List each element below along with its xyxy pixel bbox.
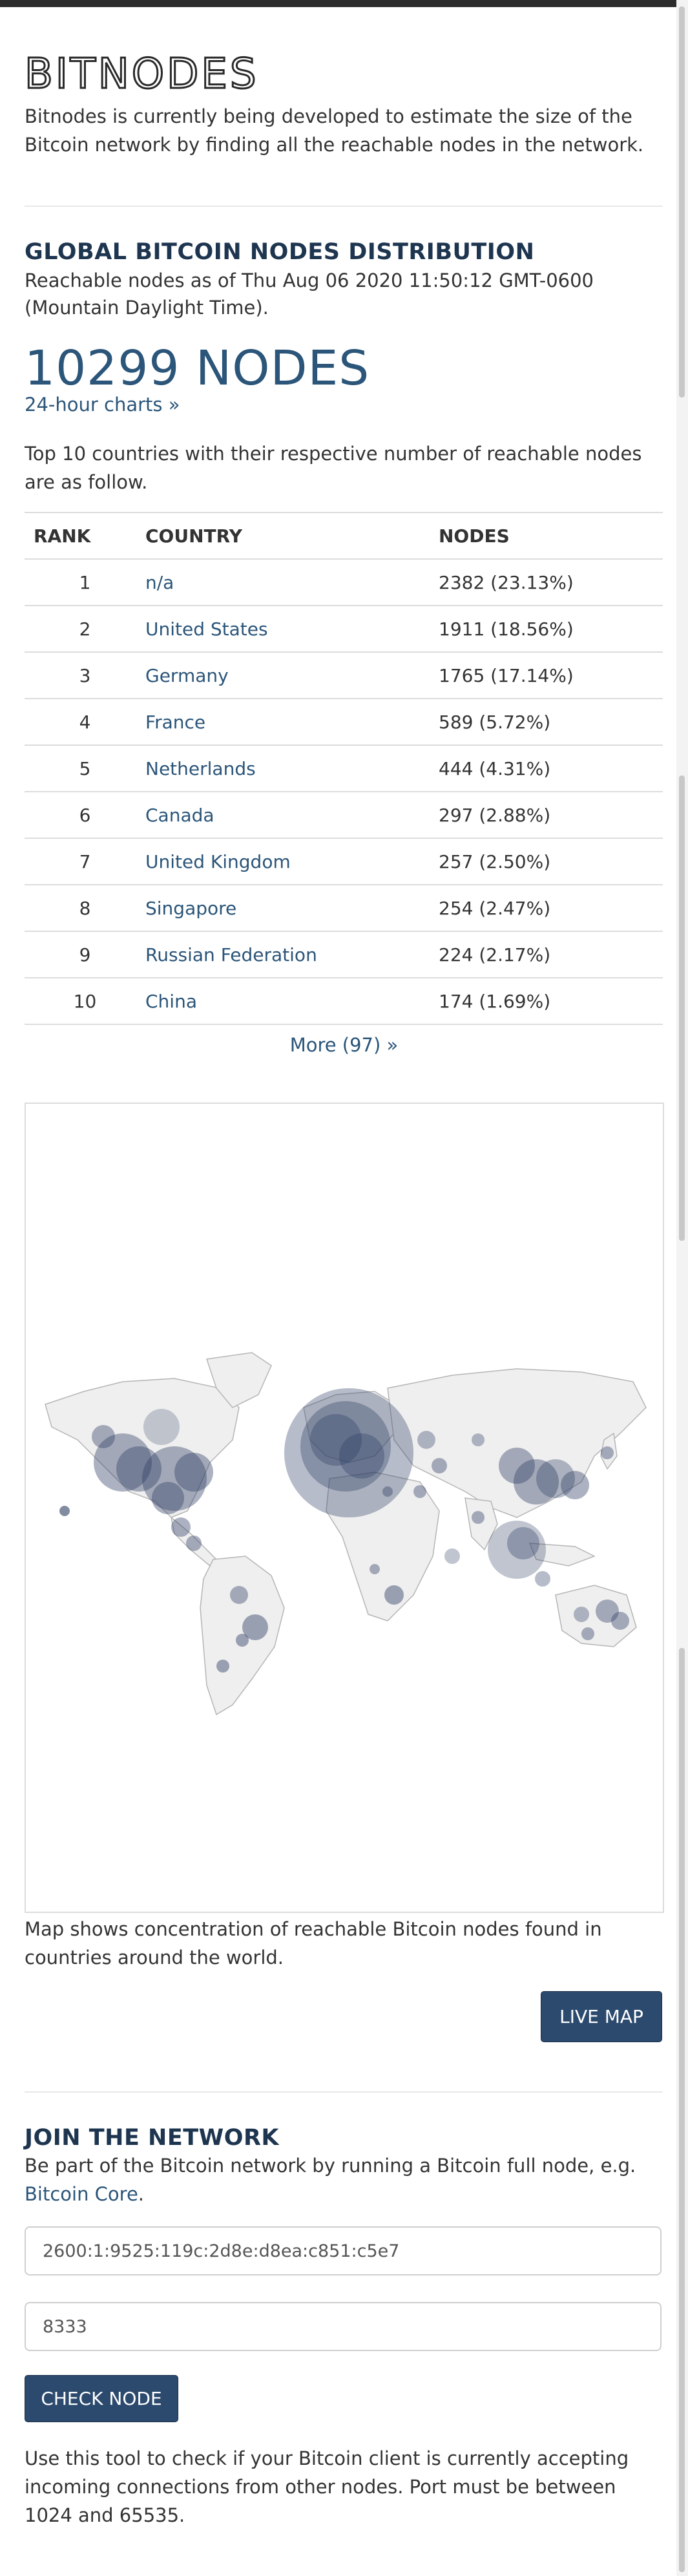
nodes-cell: 1911 (18.56%) <box>439 606 663 653</box>
nodes-cell: 444 (4.31%) <box>439 745 663 792</box>
country-link[interactable]: Russian Federation <box>145 944 317 966</box>
table-row: 3 Germany 1765 (17.14%) <box>25 652 663 699</box>
rank-cell: 1 <box>25 559 145 606</box>
country-link[interactable]: Germany <box>145 664 229 686</box>
table-row: 8 Singapore 254 (2.47%) <box>25 885 663 932</box>
node-port-input[interactable]: 8333 <box>25 2302 662 2351</box>
scrollbar-thumb-middle[interactable] <box>679 776 685 1241</box>
column-header-country: COUNTRY <box>145 512 439 560</box>
scrollbar-thumb-lower[interactable] <box>679 1648 685 2572</box>
nodes-cell: 257 (2.50%) <box>439 838 663 885</box>
map-caption: Map shows concentration of reachable Bit… <box>25 1918 602 1969</box>
more-countries-link[interactable]: More (97) » <box>289 1034 399 1056</box>
reachable-as-of-text: Reachable nodes as of Thu Aug 06 2020 11… <box>25 269 594 319</box>
divider <box>25 206 663 207</box>
nodes-cell: 589 (5.72%) <box>439 699 663 746</box>
country-link[interactable]: Singapore <box>145 897 237 919</box>
join-network-heading: JOIN THE NETWORK <box>25 2125 280 2151</box>
divider <box>25 2091 663 2093</box>
table-row: 5 Netherlands 444 (4.31%) <box>25 745 663 792</box>
column-header-rank: RANK <box>25 512 145 560</box>
rank-cell: 5 <box>25 745 145 792</box>
country-link[interactable]: France <box>145 711 206 733</box>
table-row: 9 Russian Federation 224 (2.17%) <box>25 931 663 978</box>
charts-link[interactable]: 24-hour charts » <box>25 394 180 416</box>
nodes-world-map[interactable] <box>25 1103 664 1913</box>
check-node-button[interactable]: CHECK NODE <box>25 2375 178 2422</box>
intro-text: Bitnodes is currently being developed to… <box>25 105 644 156</box>
table-header-row: RANK COUNTRY NODES <box>25 512 663 560</box>
country-link[interactable]: n/a <box>145 571 174 593</box>
rank-cell: 10 <box>25 978 145 1025</box>
table-row: 2 United States 1911 (18.56%) <box>25 606 663 653</box>
node-bubbles <box>59 1388 629 1673</box>
nodes-cell: 297 (2.88%) <box>439 792 663 839</box>
distribution-heading: GLOBAL BITCOIN NODES DISTRIBUTION <box>25 239 535 265</box>
join-network-suffix: . <box>138 2183 145 2205</box>
live-map-button[interactable]: LIVE MAP <box>541 1991 662 2042</box>
nodes-cell: 1765 (17.14%) <box>439 652 663 699</box>
column-header-nodes: NODES <box>439 512 663 560</box>
table-row: 10 China 174 (1.69%) <box>25 978 663 1025</box>
top10-text: Top 10 countries with their respective n… <box>25 443 642 493</box>
rank-cell: 7 <box>25 838 145 885</box>
table-row: 1 n/a 2382 (23.13%) <box>25 559 663 606</box>
world-landmass <box>45 1352 647 1716</box>
country-link[interactable]: China <box>145 990 197 1012</box>
check-node-description: Use this tool to check if your Bitcoin c… <box>25 2447 629 2526</box>
total-nodes-count: 10299 NODES <box>25 341 370 396</box>
logo-wordmark: BITNODES <box>25 53 258 96</box>
nodes-table: RANK COUNTRY NODES 1 n/a 2382 (23.13%) 2… <box>25 512 663 1025</box>
rank-cell: 4 <box>25 699 145 746</box>
page-scrollbar[interactable] <box>676 0 688 2576</box>
bitcoin-core-link[interactable]: Bitcoin Core <box>25 2183 138 2205</box>
country-link[interactable]: United Kingdom <box>145 850 291 872</box>
country-link[interactable]: Netherlands <box>145 757 256 779</box>
rank-cell: 6 <box>25 792 145 839</box>
top-bar <box>0 0 688 7</box>
table-row: 7 United Kingdom 257 (2.50%) <box>25 838 663 885</box>
country-link[interactable]: United States <box>145 618 268 640</box>
table-row: 4 France 589 (5.72%) <box>25 699 663 746</box>
bitnodes-logo[interactable]: BITNODES <box>24 50 348 100</box>
rank-cell: 3 <box>25 652 145 699</box>
nodes-cell: 174 (1.69%) <box>439 978 663 1025</box>
join-network-description: Be part of the Bitcoin network by runnin… <box>25 2155 636 2177</box>
nodes-cell: 2382 (23.13%) <box>439 559 663 606</box>
scrollbar-thumb-upper[interactable] <box>679 6 685 397</box>
nodes-cell: 254 (2.47%) <box>439 885 663 932</box>
join-network-text: Be part of the Bitcoin network by runnin… <box>25 2151 664 2208</box>
nodes-cell: 224 (2.17%) <box>439 931 663 978</box>
rank-cell: 8 <box>25 885 145 932</box>
country-link[interactable]: Canada <box>145 804 214 826</box>
rank-cell: 2 <box>25 606 145 653</box>
node-address-input[interactable]: 2600:1:9525:119c:2d8e:d8ea:c851:c5e7 <box>25 2226 662 2275</box>
table-row: 6 Canada 297 (2.88%) <box>25 792 663 839</box>
rank-cell: 9 <box>25 931 145 978</box>
